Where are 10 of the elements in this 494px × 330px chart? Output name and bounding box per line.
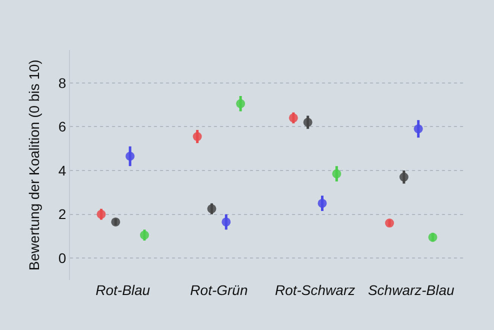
y-tick-label: 8 bbox=[58, 74, 66, 91]
x-tick-label: Rot-Schwarz bbox=[274, 282, 356, 298]
y-axis-title: Bewertung der Koalition (0 bis 10) bbox=[26, 60, 42, 270]
y-tick-label: 0 bbox=[58, 250, 66, 266]
x-tick-label: Rot-Grün bbox=[190, 282, 248, 298]
x-tick-label: Rot-Blau bbox=[96, 282, 150, 298]
y-tick-label: 4 bbox=[58, 162, 66, 178]
y-tick-label: 6 bbox=[58, 118, 66, 135]
x-tick-label: Schwarz-Blau bbox=[368, 282, 455, 298]
y-tick-label: 2 bbox=[58, 206, 66, 222]
